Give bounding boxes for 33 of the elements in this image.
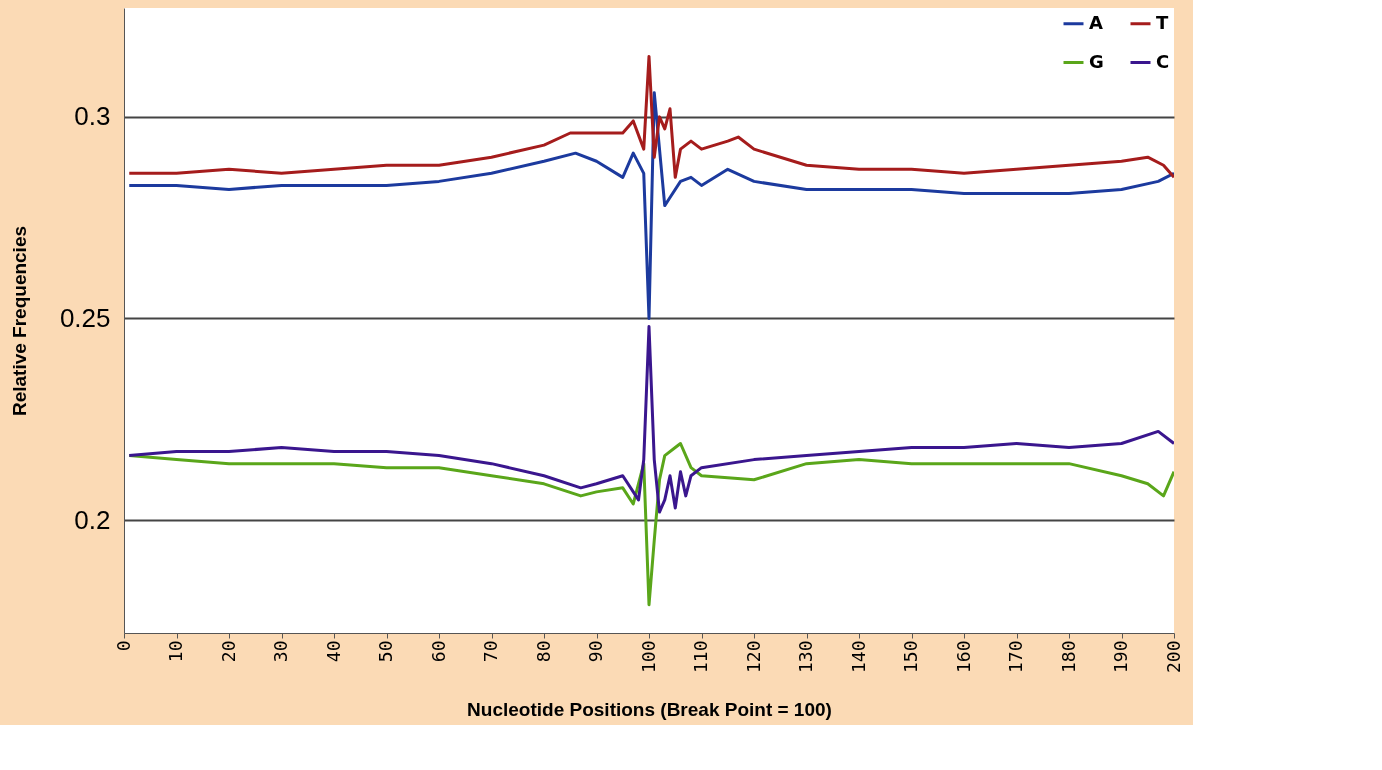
x-tick-label: 140 [847,640,869,674]
x-tick-label: 130 [795,640,816,674]
x-tick-label: 180 [1057,640,1079,674]
line-series [127,54,1174,179]
x-tick-label: 190 [1110,640,1131,674]
legend-label: C [1156,50,1170,72]
x-tick-label: 90 [585,640,606,663]
x-tick-label: 40 [322,640,344,663]
legend-label: G [1089,50,1104,72]
x-tick-label: 80 [532,640,554,663]
x-tick-label: 30 [270,640,291,663]
y-tick-label: 0.2 [74,504,111,535]
x-tick-label: 160 [952,640,974,674]
x-axis-title: Nucleotide Positions (Break Point = 100) [467,699,832,721]
x-tick-label: 10 [165,640,186,663]
x-tick-label: 110 [690,640,711,674]
y-tick-label: 0.3 [74,101,111,132]
x-tick-label: 0 [112,640,134,652]
x-tick-label: 200 [1162,640,1184,674]
line-series [127,325,1174,514]
x-tick-label: 20 [217,640,239,663]
y-axis-title: Relative Frequencies [8,225,30,417]
line-series [127,91,1174,320]
legend-label: A [1089,11,1103,33]
legend-label: T [1156,11,1169,33]
x-tick-label: 120 [742,640,764,674]
x-tick-label: 50 [375,640,396,663]
x-tick-label: 100 [637,640,659,674]
x-tick-label: 170 [1005,640,1026,674]
x-tick-label: 60 [427,640,449,663]
x-tick-label: 150 [900,640,921,674]
y-tick-label: 0.25 [59,302,111,333]
x-tick-label: 70 [480,640,501,663]
